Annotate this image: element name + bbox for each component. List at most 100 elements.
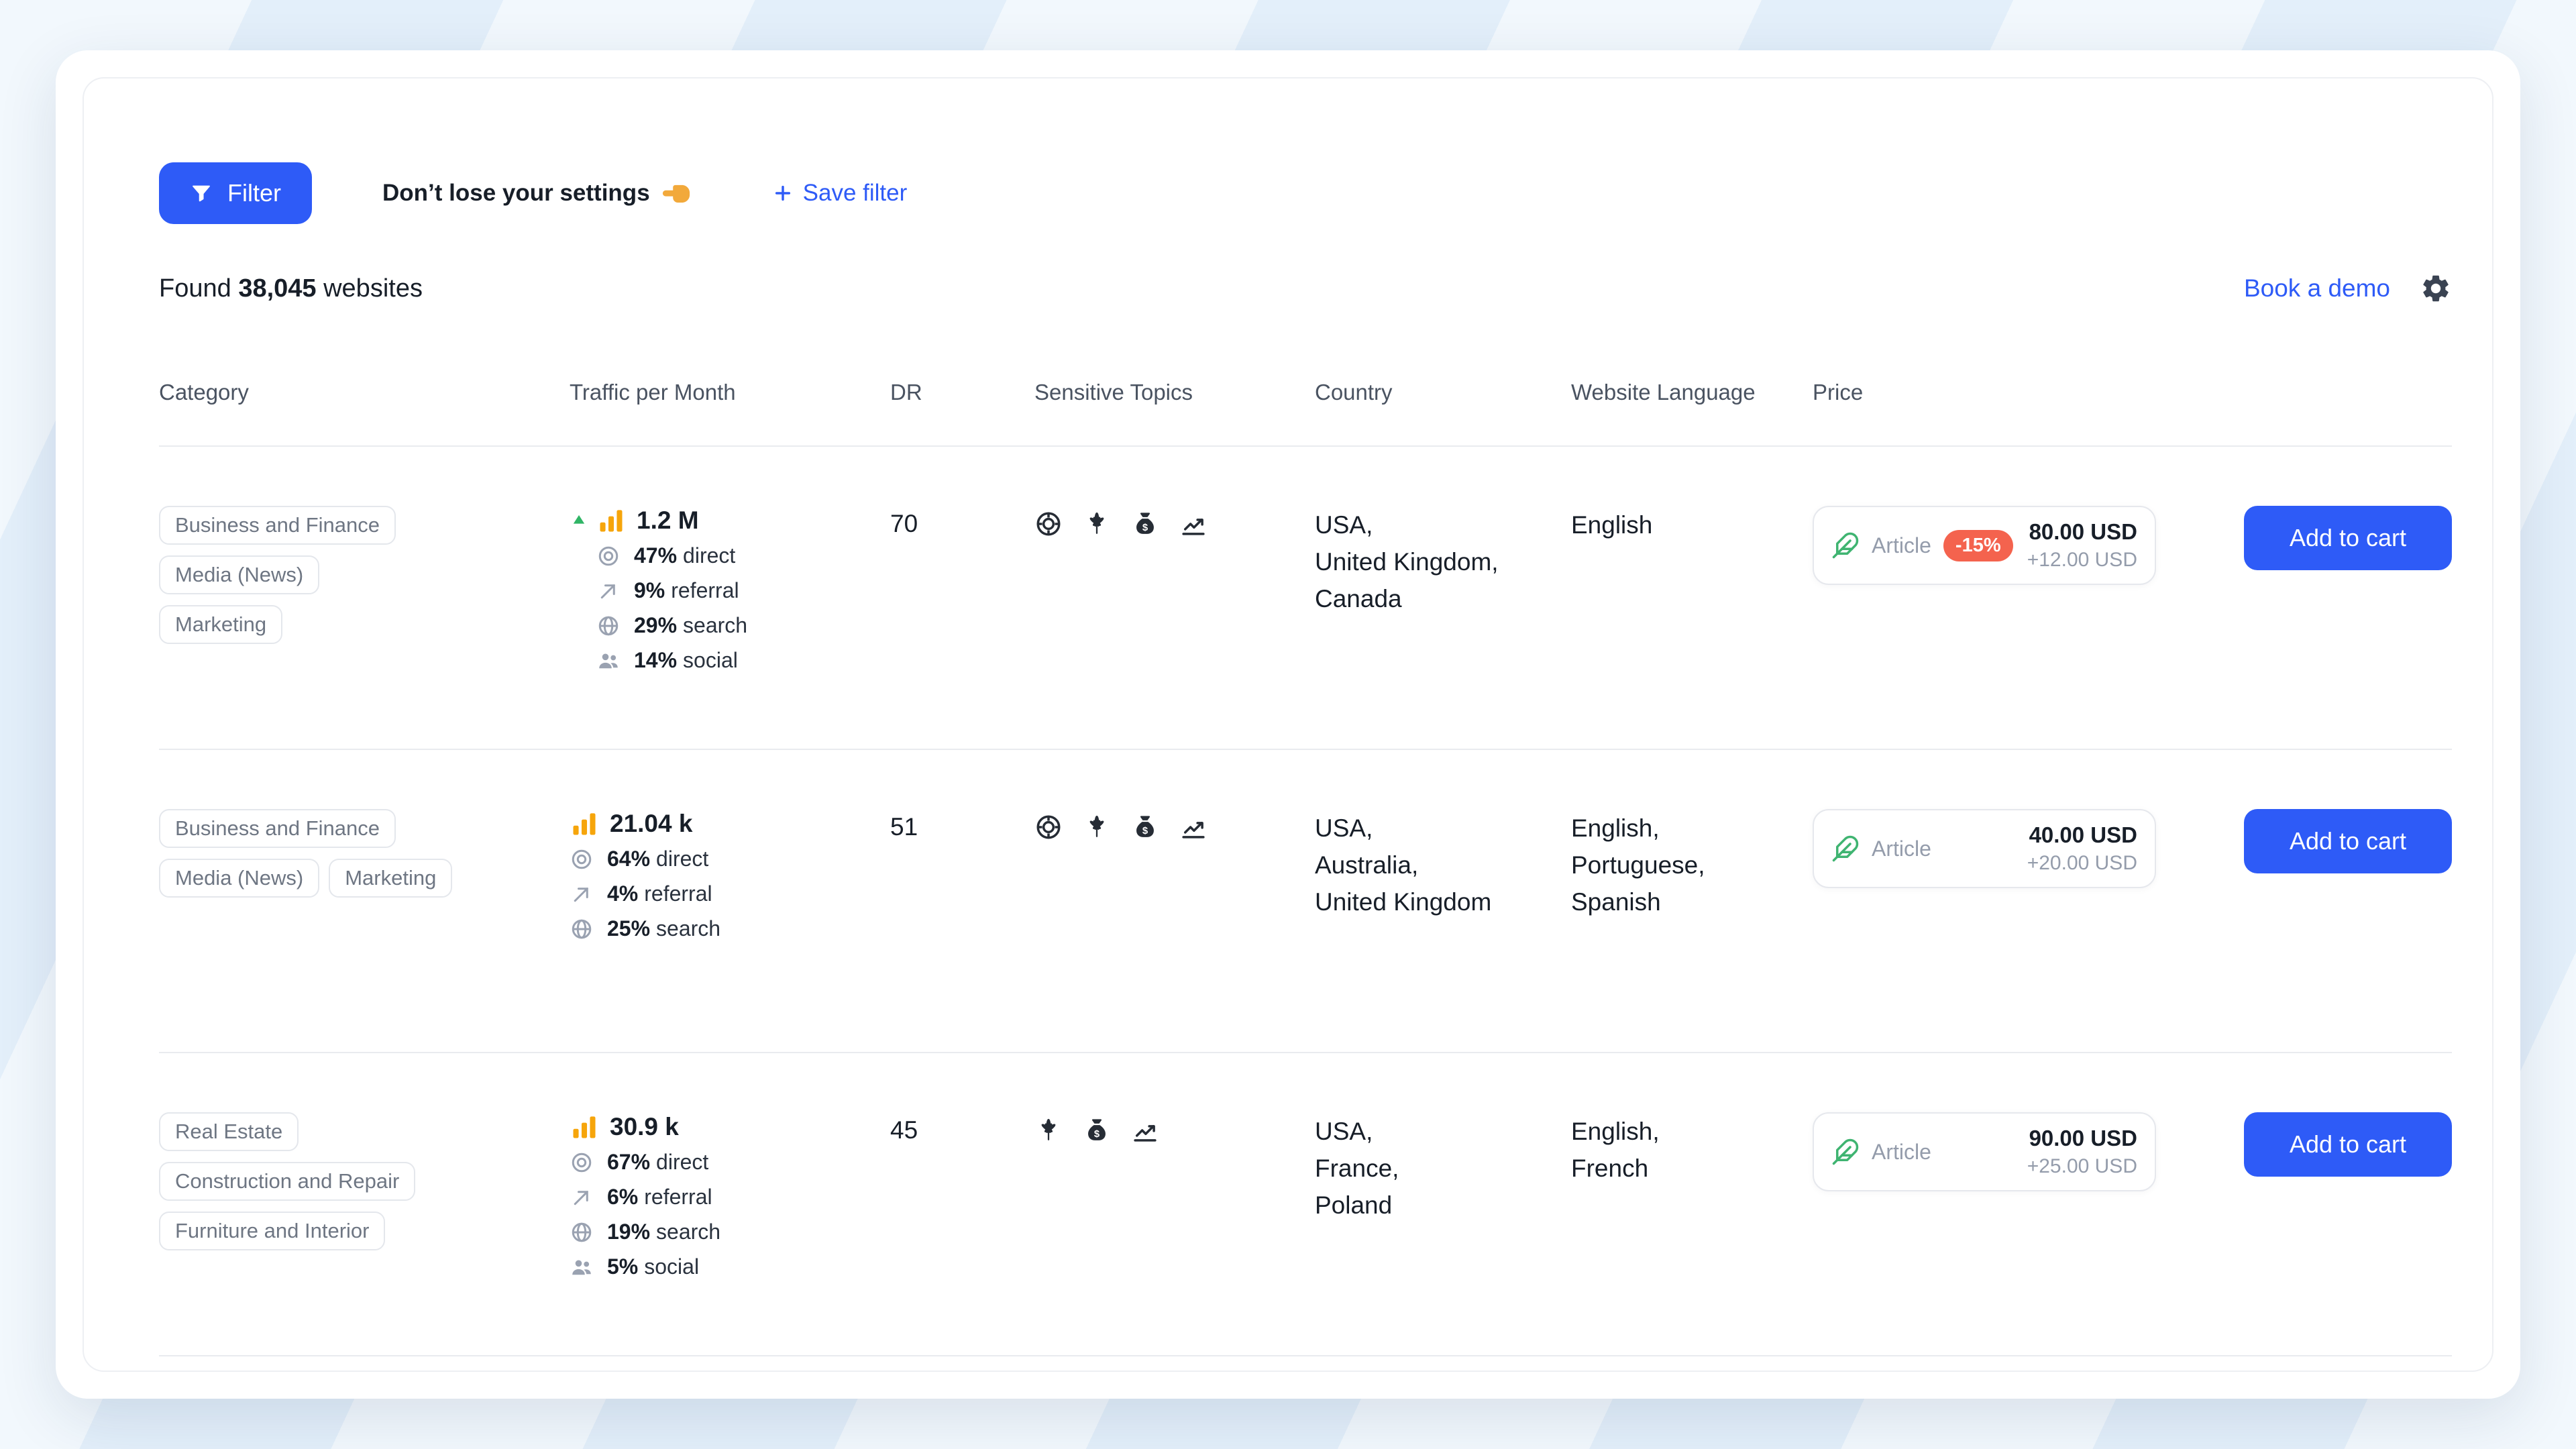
- money-bag-icon: [1131, 510, 1159, 538]
- results-summary-row: Found 38,045 websites Book a demo: [159, 272, 2452, 305]
- traffic-breakdown-value: 64%: [607, 847, 651, 871]
- country-line: United Kingdom,: [1315, 547, 1499, 576]
- traffic-breakdown-label: referral: [644, 881, 712, 906]
- direct-icon: [570, 1150, 594, 1175]
- traffic-breakdown-label: search: [683, 613, 748, 637]
- country-line: Poland: [1315, 1191, 1393, 1219]
- traffic-breakdown-label: search: [656, 916, 721, 941]
- settings-hint: Don’t lose your settings: [382, 178, 692, 209]
- language-line: English,: [1571, 814, 1660, 842]
- add-to-cart-button[interactable]: Add to cart: [2244, 809, 2452, 873]
- add-to-cart-button[interactable]: Add to cart: [2244, 1112, 2452, 1177]
- found-prefix: Found: [159, 274, 231, 303]
- settings-gear-icon[interactable]: [2420, 272, 2452, 305]
- column-header: Sensitive Topics: [1034, 380, 1193, 405]
- language-line: English: [1571, 511, 1653, 539]
- price-cell: Article 90.00 USD +25.00 USD: [1813, 1112, 2242, 1191]
- language-line: Portuguese,: [1571, 851, 1705, 879]
- price-amounts: 80.00 USD +12.00 USD: [2027, 519, 2137, 572]
- feather-icon: [1831, 835, 1860, 863]
- filter-funnel-icon: [190, 182, 213, 205]
- traffic-breakdown-item: 6% referral: [570, 1185, 877, 1210]
- save-filter-button[interactable]: Save filter: [772, 180, 908, 207]
- trend-up-icon: [570, 511, 588, 530]
- category-tag: Furniture and Interior: [159, 1212, 386, 1250]
- cart-cell: Add to cart: [2242, 809, 2452, 873]
- feather-icon: [1831, 1138, 1860, 1166]
- country-line: USA,: [1315, 1118, 1373, 1145]
- price-card[interactable]: Article 40.00 USD +20.00 USD: [1813, 809, 2156, 888]
- column-header: Country: [1315, 380, 1393, 405]
- traffic-breakdown-value: 9%: [634, 578, 665, 602]
- dr-value: 70: [890, 510, 918, 537]
- traffic-cell: 21.04 k 64% direct 4% referral 25% search: [570, 809, 890, 951]
- category-tag-line: Business and Finance: [159, 506, 556, 555]
- social-icon: [596, 649, 621, 673]
- category-tag: Real Estate: [159, 1112, 299, 1151]
- cannabis-icon: [1034, 1116, 1063, 1144]
- book-demo-link[interactable]: Book a demo: [2243, 274, 2390, 302]
- price-card[interactable]: Article -15% 80.00 USD +12.00 USD: [1813, 506, 2156, 585]
- column-header: Website Language: [1571, 380, 1756, 405]
- table-row: Business and Finance Media (News) Marketin…: [159, 447, 2452, 750]
- country-line: France,: [1315, 1154, 1399, 1182]
- category-tag-line: Business and Finance: [159, 809, 556, 859]
- category-tag-line: Media (News): [159, 555, 556, 605]
- traffic-breakdown-value: 14%: [634, 648, 678, 672]
- price-cell: Article 40.00 USD +20.00 USD: [1813, 809, 2242, 888]
- country-list: USA, Australia, United Kingdom: [1315, 809, 1571, 920]
- trading-icon: [1131, 1116, 1159, 1144]
- table-row: Business and Finance Media (News) Marketin…: [159, 750, 2452, 1053]
- sensitive-topic-icons: [1034, 809, 1315, 841]
- category-tag: Media (News): [159, 555, 320, 594]
- plus-icon: [772, 182, 794, 204]
- traffic-breakdown-value: 25%: [607, 916, 651, 941]
- filter-button[interactable]: Filter: [159, 162, 312, 224]
- traffic-bars-icon: [596, 506, 626, 535]
- sensitive-topic-icons: [1034, 506, 1315, 538]
- traffic-breakdown-item: 29% search: [570, 613, 877, 638]
- settings-hint-text: Don’t lose your settings: [382, 180, 650, 206]
- discount-badge: -15%: [1943, 529, 2013, 561]
- country-line: USA,: [1315, 511, 1373, 539]
- traffic-breakdown-label: social: [683, 648, 738, 672]
- price-amount: 90.00 USD: [2029, 1126, 2137, 1150]
- price-card[interactable]: Article 90.00 USD +25.00 USD: [1813, 1112, 2156, 1191]
- traffic-total-line: 30.9 k: [570, 1112, 877, 1142]
- price-extra: +20.00 USD: [2027, 852, 2137, 874]
- category-tag-line: Marketing: [159, 605, 556, 655]
- referral-icon: [570, 882, 594, 906]
- save-filter-label: Save filter: [802, 180, 908, 206]
- cart-cell: Add to cart: [2242, 1112, 2452, 1177]
- pointing-hand-icon: [661, 178, 692, 209]
- filters-toolbar: Filter Don’t lose your settings Save fil…: [159, 162, 2452, 224]
- direct-icon: [596, 544, 621, 568]
- cart-cell: Add to cart: [2242, 506, 2452, 570]
- traffic-bars-icon: [570, 1112, 599, 1142]
- traffic-breakdown-item: 19% search: [570, 1220, 877, 1244]
- table-row: Real Estate Construction and Repair Furnit…: [159, 1053, 2452, 1356]
- traffic-breakdown-item: 9% referral: [570, 578, 877, 603]
- traffic-breakdown-value: 6%: [607, 1185, 639, 1209]
- right-tools: Book a demo: [2244, 272, 2452, 305]
- traffic-total-line: 1.2 M: [570, 506, 877, 535]
- traffic-total: 21.04 k: [610, 810, 693, 837]
- column-header-spacer: [2242, 380, 2452, 405]
- table-header: Category Traffic per Month DR Sensitive Top…: [159, 380, 2452, 447]
- filter-button-label: Filter: [227, 179, 281, 207]
- language-line: French: [1571, 1154, 1649, 1182]
- country-list: USA, France, Poland: [1315, 1112, 1571, 1224]
- price-extra: +25.00 USD: [2027, 1155, 2137, 1177]
- traffic-breakdown-value: 29%: [634, 613, 678, 637]
- traffic-breakdown-label: direct: [656, 847, 709, 871]
- column-header: Traffic per Month: [570, 380, 736, 405]
- traffic-breakdown-label: direct: [683, 543, 736, 568]
- trading-icon: [1179, 813, 1208, 841]
- search-icon: [570, 1220, 594, 1244]
- search-icon: [596, 614, 621, 638]
- traffic-breakdown-label: referral: [671, 578, 739, 602]
- social-icon: [570, 1255, 594, 1279]
- language-list: English, Portuguese, Spanish: [1571, 809, 1813, 920]
- add-to-cart-button[interactable]: Add to cart: [2244, 506, 2452, 570]
- price-amounts: 40.00 USD +20.00 USD: [2027, 822, 2137, 875]
